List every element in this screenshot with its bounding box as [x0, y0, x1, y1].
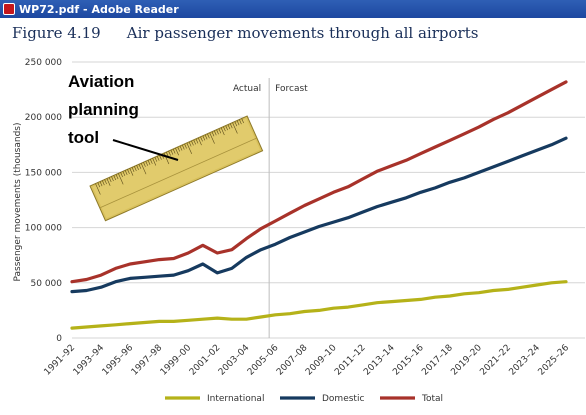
- ruler-tick: [102, 180, 105, 186]
- series-line-domestic: [70, 136, 568, 294]
- ruler-tick: [131, 167, 135, 172]
- ruler-tick: [145, 161, 149, 166]
- annotation-pointer: [112, 139, 179, 161]
- y-tick-label: 100 000: [25, 224, 62, 234]
- ruler-tick: [147, 160, 151, 165]
- ruler-tick: [97, 182, 101, 188]
- y-tick-label: 200 000: [25, 113, 62, 123]
- ruler-tick: [175, 147, 179, 156]
- ruler-tick: [154, 156, 158, 162]
- figure-number: Figure 4.19: [12, 24, 101, 42]
- ruler-tick: [122, 171, 126, 177]
- ruler-tick: [220, 127, 225, 136]
- ruler-tick: [188, 141, 192, 147]
- ruler-tick: [236, 120, 240, 126]
- ruler-tick: [95, 183, 101, 195]
- ruler-tick: [159, 154, 162, 160]
- x-tick-label: 2011–12: [333, 343, 368, 378]
- ruler-tick: [163, 152, 170, 165]
- ruler-shade: [92, 118, 260, 219]
- ruler-tick: [150, 159, 153, 164]
- pdf-app-icon: [3, 3, 15, 15]
- ruler-tick: [120, 172, 123, 178]
- y-axis-label: Passenger movements (thousands): [13, 123, 23, 282]
- annotation-line-3: tool: [68, 128, 100, 147]
- ruler-tick: [218, 128, 222, 134]
- ruler-tick: [181, 144, 185, 150]
- ruler-tick: [170, 149, 174, 155]
- forecast-label: Forcast: [275, 84, 308, 94]
- y-tick-label: 50 000: [31, 279, 63, 289]
- y-tick-label: 150 000: [25, 168, 62, 178]
- ruler-tick: [232, 122, 238, 134]
- ruler-tick: [156, 155, 160, 161]
- ruler-tick: [211, 131, 215, 137]
- ruler-tick: [213, 130, 217, 136]
- ruler-tick: [152, 158, 157, 166]
- ruler-tick: [168, 150, 171, 156]
- y-tick-label: 0: [56, 334, 62, 344]
- ruler-tick: [179, 145, 183, 151]
- ruler-tick: [204, 134, 208, 140]
- ruler-tick: [143, 162, 146, 167]
- ruler-tick: [200, 136, 203, 142]
- ruler-tick: [166, 151, 169, 157]
- ruler-tick: [127, 169, 130, 175]
- legend-label-domestic: Domestic: [322, 394, 364, 404]
- ruler-tick: [118, 173, 124, 185]
- figure-heading: Figure 4.19 Air passenger movements thro…: [12, 24, 478, 42]
- legend-label-international: International: [207, 394, 264, 404]
- ruler-tick: [177, 146, 181, 152]
- ruler-icon: [89, 115, 264, 222]
- ruler-tick: [207, 133, 210, 139]
- ruler-tick: [209, 132, 215, 144]
- ruler-tick: [216, 129, 219, 135]
- ruler-tick: [136, 165, 139, 170]
- ruler-tick: [225, 125, 228, 131]
- ruler-tick: [239, 119, 242, 125]
- annotation-line-2: planning: [68, 100, 139, 119]
- ruler-tick: [229, 123, 233, 129]
- ruler-tick: [138, 164, 142, 169]
- ruler-tick: [106, 178, 111, 186]
- actual-label: Actual: [233, 84, 261, 94]
- annotation-line-1: Aviation: [68, 72, 135, 91]
- x-tick-label: 1991–92: [43, 343, 78, 378]
- ruler-tick: [197, 137, 202, 146]
- legend-label-total: Total: [421, 394, 443, 404]
- ruler-groove: [99, 137, 258, 209]
- ruler-tick: [191, 140, 194, 146]
- x-tick-label: 2001–02: [188, 343, 223, 378]
- series-line-total: [70, 80, 568, 284]
- x-tick-label: 2021–22: [478, 343, 513, 378]
- ruler-tick: [108, 177, 112, 183]
- ruler-tick: [124, 170, 128, 176]
- ruler-tick: [202, 135, 206, 141]
- ruler-tick: [195, 138, 199, 144]
- ruler-tick: [115, 174, 119, 180]
- ruler-tick: [104, 179, 107, 185]
- ruler-tick: [134, 166, 137, 171]
- ruler-tick: [111, 176, 114, 182]
- figure-title: Air passenger movements through all airp…: [126, 24, 479, 42]
- series-line-international: [70, 280, 568, 330]
- window-title: WP72.pdf - Adobe Reader: [19, 2, 179, 16]
- ruler-tick: [241, 118, 244, 124]
- ruler-tick: [172, 148, 176, 154]
- ruler-tick: [129, 168, 134, 176]
- ruler-tick: [193, 139, 196, 145]
- ruler-tick: [223, 126, 226, 132]
- ruler-tick: [227, 124, 231, 130]
- ruler-tick: [186, 142, 192, 154]
- ruler-tick: [234, 121, 238, 127]
- x-tick-label: 2025–26: [537, 343, 572, 378]
- y-tick-label: 250 000: [25, 58, 62, 68]
- ruler-tick: [99, 181, 103, 187]
- window-titlebar[interactable]: WP72.pdf - Adobe Reader: [0, 0, 586, 18]
- ruler-tick: [140, 163, 147, 175]
- ruler-tick: [113, 175, 117, 181]
- ruler-tick: [184, 143, 187, 149]
